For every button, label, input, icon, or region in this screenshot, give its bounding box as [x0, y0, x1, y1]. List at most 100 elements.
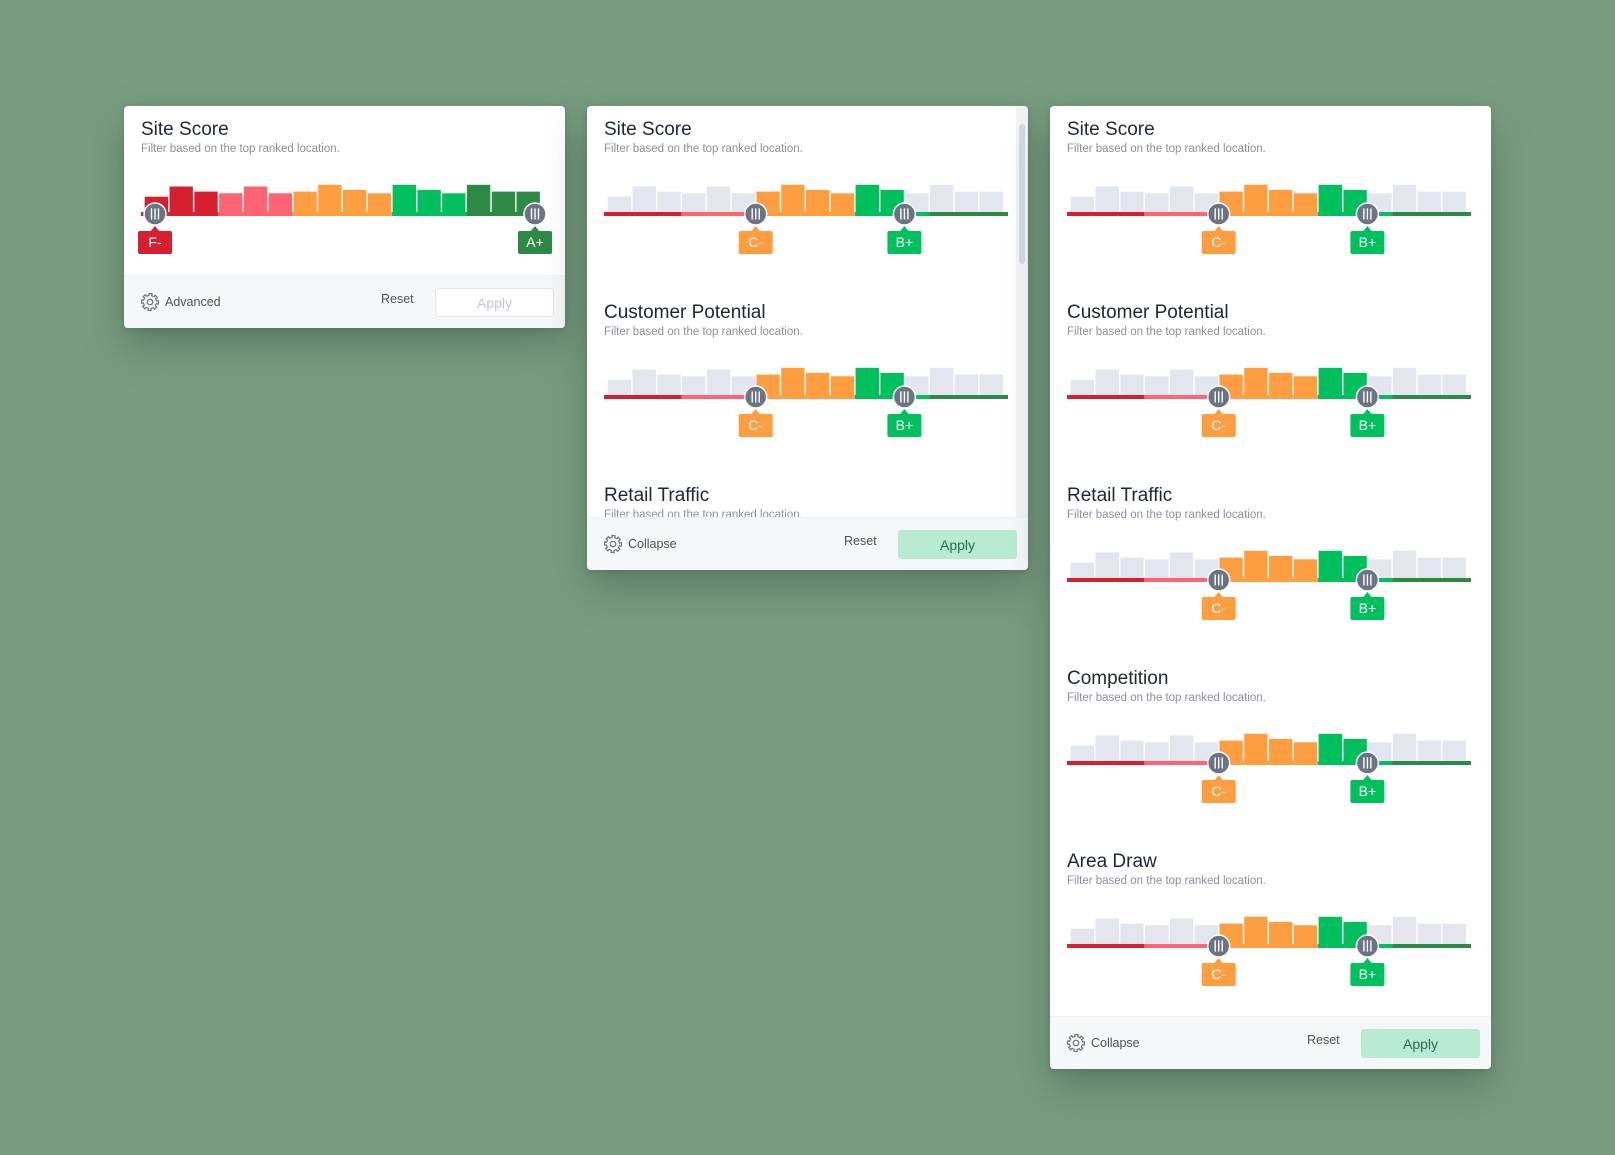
scrollbar-thumb[interactable] — [1019, 124, 1025, 264]
range-max-handle[interactable] — [1355, 934, 1380, 958]
range-max-handle[interactable] — [523, 202, 547, 226]
histogram-bar — [1145, 193, 1169, 212]
collapse-toggle-button[interactable]: Collapse — [603, 533, 677, 555]
range-min-handle[interactable] — [1206, 934, 1231, 958]
range-slider[interactable]: F- A+ — [138, 172, 552, 256]
label-pointer — [530, 226, 540, 232]
filter-title: Customer Potential — [604, 302, 766, 323]
histogram-bar — [1318, 916, 1342, 944]
label-text: C- — [1211, 783, 1226, 799]
histogram-bar — [830, 193, 855, 212]
range-track-segment — [1317, 944, 1393, 948]
range-track-segment — [854, 395, 930, 399]
range-slider[interactable]: C- B+ — [604, 355, 1008, 439]
reset-button[interactable]: Reset — [1307, 1033, 1340, 1047]
panel-footer: Collapse Reset Apply — [1050, 1016, 1491, 1069]
label-pointer — [899, 226, 910, 232]
range-track-segment — [1067, 212, 1145, 216]
range-max-label: B+ — [1350, 226, 1385, 254]
range-track-segment — [1144, 944, 1219, 948]
range-slider[interactable]: C- B+ — [1067, 538, 1471, 622]
range-histogram: F- A+ — [138, 184, 552, 254]
range-slider[interactable]: C- B+ — [1067, 172, 1471, 256]
range-min-label: C- — [738, 226, 773, 254]
range-max-label: B+ — [1350, 592, 1385, 620]
filter-list: Site Score Filter based on the top ranked… — [1050, 106, 1491, 1017]
range-max-label: B+ — [887, 409, 922, 437]
range-min-handle[interactable] — [1206, 568, 1231, 592]
range-min-label: F- — [138, 226, 172, 254]
label-text: B+ — [1359, 600, 1377, 616]
label-tag — [1350, 780, 1385, 803]
range-track-segment — [755, 395, 855, 399]
histogram-bar — [1442, 740, 1466, 761]
range-min-handle[interactable] — [1206, 751, 1231, 775]
apply-button[interactable]: Apply — [435, 288, 554, 317]
apply-button[interactable]: Apply — [1361, 1029, 1480, 1058]
histogram-bar — [1417, 374, 1442, 395]
range-max-label: B+ — [887, 226, 922, 254]
range-slider[interactable]: C- B+ — [1067, 721, 1471, 805]
histogram-bar — [979, 374, 1003, 395]
range-max-handle[interactable] — [892, 385, 917, 409]
range-min-label: C- — [1201, 775, 1236, 803]
histogram-bar — [1169, 186, 1194, 212]
filter-section: Customer Potential Filter based on the to… — [587, 289, 1028, 472]
histogram-bar — [1095, 369, 1119, 395]
histogram-bar — [1244, 184, 1268, 212]
range-slider[interactable]: C- B+ — [1067, 355, 1471, 439]
range-min-handle[interactable] — [1206, 385, 1231, 409]
scrollbar[interactable] — [1016, 106, 1028, 518]
histogram-bar — [219, 193, 243, 212]
filter-subtitle: Filter based on the top ranked location. — [1067, 875, 1266, 887]
histogram-bar — [1244, 550, 1268, 578]
histogram-bar — [1417, 923, 1442, 944]
panel-footer: Collapse Reset Apply — [587, 517, 1028, 570]
range-slider[interactable]: C- B+ — [604, 172, 1008, 256]
reset-button[interactable]: Reset — [381, 292, 414, 306]
histogram-bar — [607, 196, 632, 212]
range-min-handle[interactable] — [143, 202, 167, 226]
histogram-bar — [1318, 733, 1342, 761]
advanced-toggle-button[interactable]: Advanced — [140, 291, 221, 313]
range-max-handle[interactable] — [1355, 202, 1380, 226]
range-max-handle[interactable] — [1355, 568, 1380, 592]
histogram-bar — [1169, 552, 1194, 578]
label-tag — [738, 231, 773, 254]
range-track-segment — [1317, 578, 1393, 582]
range-max-handle[interactable] — [1355, 385, 1380, 409]
histogram-bar — [706, 369, 731, 395]
collapse-toggle-button[interactable]: Collapse — [1066, 1032, 1140, 1054]
label-tag — [1201, 414, 1236, 437]
range-histogram: C- B+ — [1067, 367, 1471, 437]
histogram-bar — [268, 193, 292, 212]
histogram-bar — [1095, 735, 1119, 761]
range-min-handle[interactable] — [743, 385, 768, 409]
label-tag — [1350, 597, 1385, 620]
label-text: F- — [148, 234, 162, 250]
label-tag — [1201, 963, 1236, 986]
filter-section: Customer Potential Filter based on the to… — [1050, 289, 1491, 472]
histogram-bar — [781, 367, 805, 395]
range-track-segment — [1144, 578, 1219, 582]
range-min-handle[interactable] — [743, 202, 768, 226]
histogram-bar — [1269, 738, 1293, 761]
histogram-bar — [491, 191, 516, 212]
range-min-handle[interactable] — [1206, 202, 1231, 226]
range-slider[interactable]: C- B+ — [1067, 904, 1471, 988]
filter-list[interactable]: Site Score Filter based on the top ranked… — [587, 106, 1028, 518]
histogram-bar — [1169, 735, 1194, 761]
label-text: B+ — [1359, 417, 1377, 433]
reset-button[interactable]: Reset — [844, 534, 877, 548]
range-track-segment — [1218, 761, 1318, 765]
filter-title: Site Score — [1067, 119, 1155, 140]
label-pointer — [750, 409, 761, 415]
range-max-handle[interactable] — [1355, 751, 1380, 775]
label-text: B+ — [1359, 966, 1377, 982]
range-max-handle[interactable] — [892, 202, 917, 226]
filter-title: Site Score — [141, 119, 229, 140]
apply-button[interactable]: Apply — [898, 530, 1017, 559]
histogram-bar — [954, 191, 979, 212]
histogram-bar — [367, 193, 392, 212]
toggle-label: Collapse — [628, 537, 677, 551]
